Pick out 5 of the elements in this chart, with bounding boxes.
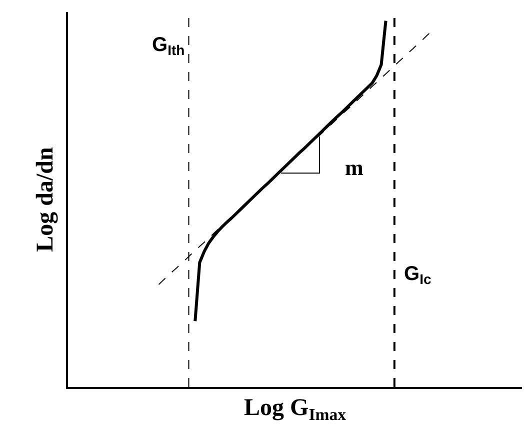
y-axis-title: Log da/dn [32, 147, 59, 252]
annotation: G$_{Ith}$ [152, 34, 185, 58]
annotation: m [345, 155, 364, 180]
x-axis-title: Log G$_{Imax}$ [244, 395, 347, 424]
annotation: G$_{Ic}$ [404, 263, 432, 288]
